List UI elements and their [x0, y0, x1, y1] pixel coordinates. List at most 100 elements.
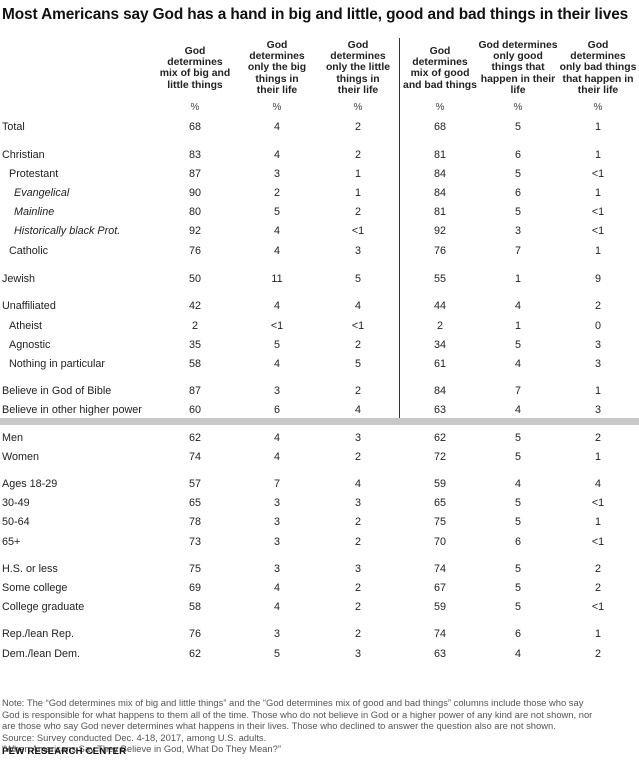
table-cell: 2	[191, 320, 199, 332]
table-cell: 58	[188, 358, 202, 370]
table-row: Believe in other higher power 60 6 4 63 4 3	[0, 404, 639, 420]
table-cell: 4	[514, 478, 522, 490]
table-cell: 3	[594, 358, 602, 370]
row-label: Agnostic	[9, 339, 51, 351]
unit-label: %	[593, 102, 603, 113]
table-cell: 63	[433, 648, 447, 660]
table-cell: 1	[514, 273, 522, 285]
table-cell: 84	[433, 168, 447, 180]
unit-label: %	[513, 102, 523, 113]
table-cell: 4	[514, 358, 522, 370]
section-separator	[0, 418, 639, 425]
table-cell: 5	[514, 563, 522, 575]
table-cell: 5	[273, 206, 281, 218]
table-cell: 6	[514, 149, 522, 161]
table-cell: 34	[433, 339, 447, 351]
table-cell: 3	[273, 563, 281, 575]
unit-label: %	[272, 102, 282, 113]
row-label: Catholic	[9, 245, 49, 257]
table-cell: 68	[433, 121, 447, 133]
table-cell: 3	[273, 628, 281, 640]
row-label: Evangelical	[14, 187, 70, 199]
table-row: Christian 83 4 2 81 6 1	[0, 149, 639, 165]
table-cell: 90	[188, 187, 202, 199]
row-label: Believe in other higher power	[2, 404, 142, 416]
table-cell: 62	[433, 432, 447, 444]
table-cell: 3	[273, 516, 281, 528]
row-label: 30-49	[2, 497, 30, 509]
table-cell: 61	[433, 358, 447, 370]
unit-label: %	[353, 102, 363, 113]
table-cell: 87	[188, 168, 202, 180]
table-cell: <1	[591, 206, 605, 218]
row-label: Rep./lean Rep.	[2, 628, 75, 640]
row-label: Jewish	[2, 273, 36, 285]
table-row: Rep./lean Rep. 76 3 2 74 6 1	[0, 628, 639, 644]
table-cell: 5	[514, 497, 522, 509]
table-cell: 78	[188, 516, 202, 528]
table-cell: 7	[273, 478, 281, 490]
table-cell: 7	[514, 385, 522, 397]
table-cell: 4	[273, 149, 281, 161]
table-cell: 5	[514, 168, 522, 180]
table-row: Protestant 87 3 1 84 5 <1	[0, 168, 639, 184]
table-cell: 1	[514, 320, 522, 332]
table-row: 50-64 78 3 2 75 5 1	[0, 516, 639, 532]
table-row: Dem./lean Dem. 62 5 3 63 4 2	[0, 648, 639, 664]
table-cell: 83	[188, 149, 202, 161]
table-cell: 73	[188, 536, 202, 548]
table-cell: 72	[433, 451, 447, 463]
table-cell: 4	[594, 478, 602, 490]
table-row: Agnostic 35 5 2 34 5 3	[0, 339, 639, 355]
table-cell: 2	[354, 582, 362, 594]
report-line: “When Americans Say They Believe in God,…	[2, 743, 281, 755]
table-cell: 5	[514, 582, 522, 594]
column-header: God determines mix of big and little things	[159, 46, 231, 91]
table-cell: <1	[351, 225, 365, 237]
table-cell: 74	[433, 563, 447, 575]
source-line: Source: Survey conducted Dec. 4-18, 2017…	[2, 731, 267, 743]
table-row: Catholic 76 4 3 76 7 1	[0, 245, 639, 261]
table-cell: 5	[514, 206, 522, 218]
table-row: Historically black Prot. 92 4 <1 92 3 <1	[0, 225, 639, 241]
column-header: God determines only the big things in their …	[247, 40, 307, 96]
table-cell: 2	[594, 563, 602, 575]
table-row: 30-49 65 3 3 65 5 <1	[0, 497, 639, 513]
table-cell: 4	[354, 300, 362, 312]
table-cell: 70	[433, 536, 447, 548]
table-cell: 0	[594, 320, 602, 332]
table-cell: 62	[188, 648, 202, 660]
table-cell: 2	[436, 320, 444, 332]
table-cell: 1	[594, 516, 602, 528]
table-cell: 1	[594, 245, 602, 257]
table-cell: 2	[354, 121, 362, 133]
table-cell: 81	[433, 149, 447, 161]
table-cell: 5	[354, 273, 362, 285]
table-cell: 1	[354, 168, 362, 180]
column-header: God determines mix of good and bad things	[403, 46, 477, 91]
table-cell: 1	[594, 451, 602, 463]
table-cell: 57	[188, 478, 202, 490]
table-cell: 75	[188, 563, 202, 575]
table-cell: 3	[273, 536, 281, 548]
table-cell: 2	[273, 187, 281, 199]
table-cell: 2	[354, 536, 362, 548]
table-cell: 3	[594, 339, 602, 351]
table-cell: 3	[354, 497, 362, 509]
row-label: Total	[2, 121, 25, 133]
table-row: Some college 69 4 2 67 5 2	[0, 582, 639, 598]
table-cell: 5	[514, 451, 522, 463]
table-cell: 60	[188, 404, 202, 416]
table-cell: 3	[273, 168, 281, 180]
row-label: Men	[2, 432, 24, 444]
table-row: Total 68 4 2 68 5 1	[0, 121, 639, 137]
table-row: Nothing in particular 58 4 5 61 4 3	[0, 358, 639, 374]
note-line: are those who say God never determines w…	[2, 720, 556, 732]
table-cell: 3	[594, 404, 602, 416]
table-cell: 2	[594, 648, 602, 660]
unit-label: %	[190, 102, 200, 113]
table-cell: 5	[514, 601, 522, 613]
table-cell: 9	[594, 273, 602, 285]
table-cell: 2	[594, 582, 602, 594]
table-cell: 74	[433, 628, 447, 640]
